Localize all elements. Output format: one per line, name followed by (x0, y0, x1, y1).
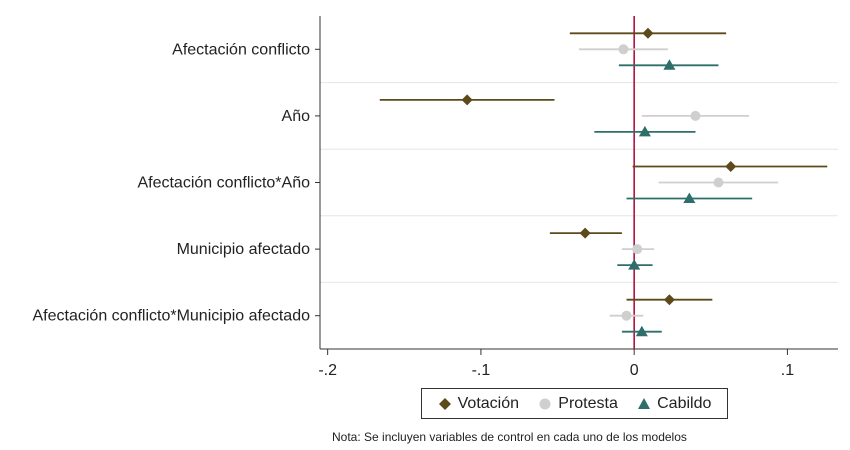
x-tick-label: -.1 (472, 362, 491, 379)
legend: Votación Protesta Cabildo (421, 388, 728, 419)
circle-icon (539, 398, 551, 409)
legend-label: Votación (457, 394, 520, 412)
point-protesta (632, 244, 643, 255)
row-separators (320, 82, 838, 283)
point-votacion (461, 94, 473, 106)
legend-label: Cabildo (657, 394, 712, 412)
legend-item-protesta: Protesta (538, 395, 618, 413)
triangle-icon (638, 397, 651, 409)
category-labels: Afectación conflicto Año Afectación confli… (33, 41, 311, 324)
category-label: Afectación conflicto*Año (137, 175, 310, 192)
diamond-icon (438, 397, 451, 410)
axes (315, 16, 838, 350)
legend-label: Protesta (558, 394, 618, 412)
point-protesta (713, 177, 724, 188)
category-label: Afectación conflicto (172, 41, 310, 58)
category-label: Año (282, 108, 311, 125)
category-label: Municipio afectado (177, 241, 311, 258)
x-tick-label: 0 (630, 362, 639, 379)
point-votacion (579, 227, 591, 239)
point-protesta (621, 310, 632, 321)
point-cabildo (638, 125, 651, 137)
point-votacion (663, 294, 675, 306)
point-protesta (618, 44, 629, 55)
coefficient-marks (379, 27, 828, 337)
legend-item-cabildo: Cabildo (637, 395, 711, 413)
point-votacion (725, 161, 737, 172)
point-cabildo (635, 325, 648, 337)
x-axis-ticks: -.2 -.1 0 .1 (318, 349, 794, 379)
legend-item-votacion: Votación (438, 395, 519, 413)
footnote: Nota: Se incluyen variables de control e… (332, 430, 687, 444)
x-tick-label: -.2 (318, 362, 337, 379)
point-cabildo (663, 59, 676, 70)
x-tick-label: .1 (781, 362, 794, 379)
point-cabildo (628, 259, 641, 270)
category-label: Afectación conflicto*Municipio afectado (33, 308, 311, 325)
point-cabildo (683, 192, 696, 203)
point-protesta (690, 110, 701, 121)
point-votacion (642, 27, 654, 39)
